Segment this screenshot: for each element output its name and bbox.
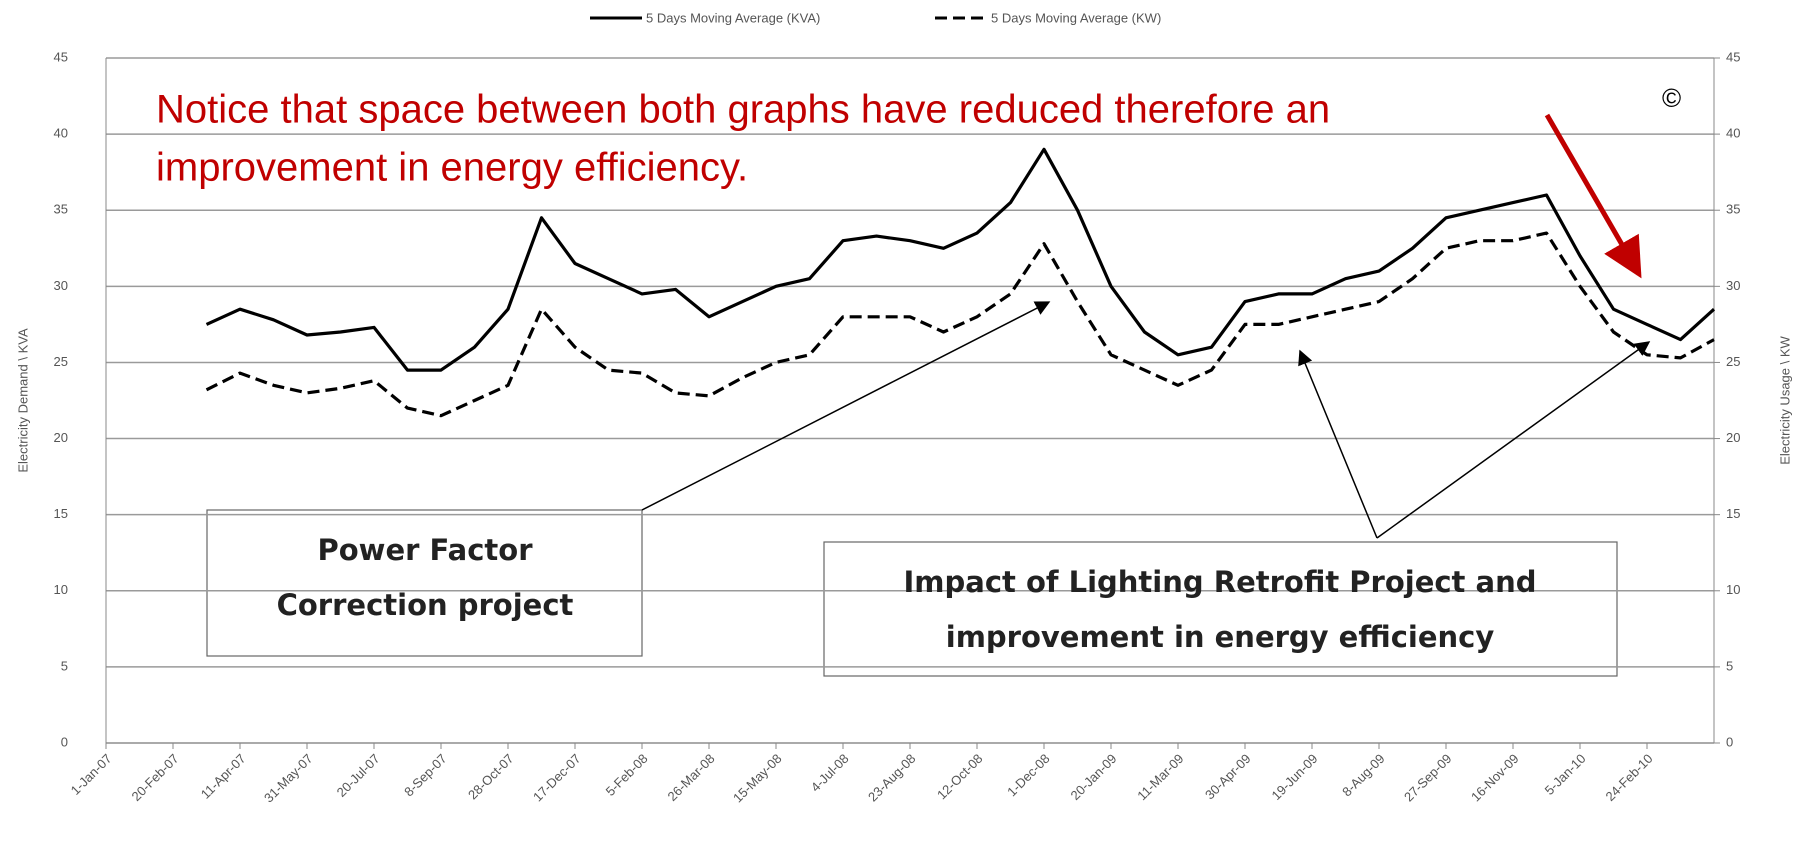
series-line <box>205 231 1715 418</box>
y2-tick-label: 5 <box>1726 658 1733 673</box>
y-tick-label: 20 <box>54 430 68 445</box>
arrow <box>1298 349 1378 539</box>
power-factor-box <box>206 509 643 657</box>
box-text: Power Factor <box>318 533 534 567</box>
y-tick-label: 35 <box>54 202 68 217</box>
arrow <box>641 301 1051 511</box>
box-text: Correction project <box>277 588 574 622</box>
y2-tick-label: 40 <box>1726 126 1740 141</box>
series-line <box>205 147 1716 372</box>
y2-tick-label: 0 <box>1726 734 1733 749</box>
y-tick-label: 25 <box>54 354 68 369</box>
y-axis-label: Electricity Demand \ KVA <box>15 328 30 473</box>
y2-tick-label: 45 <box>1726 49 1740 64</box>
y-tick-label: 5 <box>61 658 68 673</box>
y-tick-label: 45 <box>54 49 68 64</box>
lighting-box <box>823 541 1618 677</box>
legend-label: 5 Days Moving Average (KW) <box>991 10 1161 25</box>
y-tick-label: 10 <box>54 582 68 597</box>
note-text: Notice that space between both graphs ha… <box>156 88 1330 132</box>
y-tick-label: 0 <box>61 734 68 749</box>
y2-tick-label: 15 <box>1726 506 1740 521</box>
y-tick-label: 30 <box>54 278 68 293</box>
arrow <box>1376 341 1651 539</box>
legend-label: 5 Days Moving Average (KVA) <box>646 10 820 25</box>
y2-axis-label: Electricity Usage \ KW <box>1777 335 1792 464</box>
y-tick-label: 40 <box>54 126 68 141</box>
copyright: © <box>1662 83 1681 113</box>
box-text: improvement in energy efficiency <box>946 620 1495 654</box>
y2-tick-label: 30 <box>1726 278 1740 293</box>
y2-tick-label: 20 <box>1726 430 1740 445</box>
y-tick-label: 15 <box>54 506 68 521</box>
box-text: Impact of Lighting Retrofit Project and <box>903 565 1536 599</box>
y2-tick-label: 25 <box>1726 354 1740 369</box>
arrow <box>1544 113 1642 279</box>
y2-tick-label: 10 <box>1726 582 1740 597</box>
note-text: improvement in energy efficiency. <box>156 146 748 190</box>
y2-tick-label: 35 <box>1726 202 1740 217</box>
